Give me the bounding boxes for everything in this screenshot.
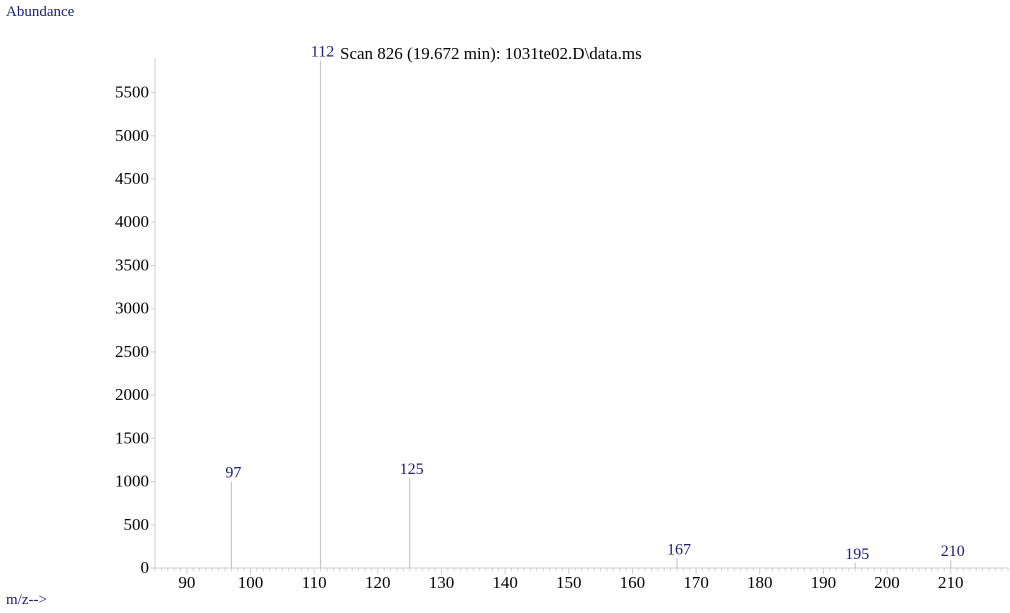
x-tick-label: 130 xyxy=(429,573,455,592)
x-tick-label: 120 xyxy=(365,573,391,592)
y-tick-label: 2000 xyxy=(115,385,149,404)
x-tick-label: 110 xyxy=(302,573,327,592)
y-tick-label: 4000 xyxy=(115,212,149,231)
peak-label: 195 xyxy=(845,546,869,563)
y-tick-label: 5000 xyxy=(115,126,149,145)
chart-title: Scan 826 (19.672 min): 1031te02.D\data.m… xyxy=(340,44,642,63)
y-tick-label: 0 xyxy=(141,558,150,577)
y-tick-label: 4500 xyxy=(115,169,149,188)
x-tick-label: 140 xyxy=(492,573,518,592)
x-tick-label: 200 xyxy=(874,573,900,592)
y-tick-label: 2500 xyxy=(115,342,149,361)
y-tick-label: 3500 xyxy=(115,255,149,274)
x-tick-label: 90 xyxy=(178,573,195,592)
y-tick-label: 3000 xyxy=(115,299,149,318)
x-tick-label: 150 xyxy=(556,573,582,592)
peak-label: 125 xyxy=(400,461,424,478)
y-tick-label: 1000 xyxy=(115,472,149,491)
peak-label: 167 xyxy=(667,541,691,558)
y-tick-label: 1500 xyxy=(115,428,149,447)
peak-label: 210 xyxy=(941,543,965,560)
y-tick-label: 5500 xyxy=(115,83,149,102)
peak-label: 112 xyxy=(311,44,334,61)
x-tick-label: 180 xyxy=(747,573,773,592)
x-axis-label: m/z--> xyxy=(6,592,47,608)
x-tick-label: 100 xyxy=(238,573,264,592)
x-tick-label: 160 xyxy=(620,573,646,592)
y-tick-label: 500 xyxy=(124,515,150,534)
x-tick-label: 170 xyxy=(683,573,709,592)
peak-label: 97 xyxy=(225,465,241,482)
x-tick-label: 210 xyxy=(938,573,964,592)
y-axis-label: Abundance xyxy=(6,4,75,20)
x-tick-label: 190 xyxy=(811,573,837,592)
